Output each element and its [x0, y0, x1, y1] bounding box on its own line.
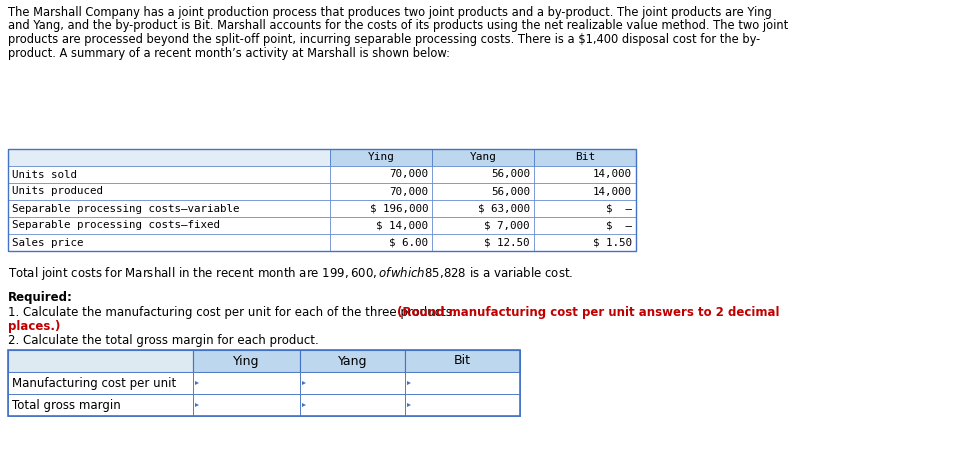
Text: $ 6.00: $ 6.00 — [389, 238, 428, 247]
Bar — [534, 166, 636, 183]
Bar — [8, 372, 193, 394]
Text: Units sold: Units sold — [12, 170, 77, 180]
Bar — [534, 217, 636, 234]
Bar — [8, 217, 330, 234]
Polygon shape — [195, 381, 199, 385]
Bar — [330, 217, 432, 234]
Text: $ 196,000: $ 196,000 — [370, 203, 428, 214]
Text: Yang: Yang — [338, 355, 368, 367]
Bar — [432, 234, 534, 251]
Text: Manufacturing cost per unit: Manufacturing cost per unit — [12, 377, 177, 389]
Text: $  –: $ – — [606, 203, 632, 214]
Text: 14,000: 14,000 — [593, 170, 632, 180]
Bar — [300, 372, 405, 394]
Text: 70,000: 70,000 — [389, 170, 428, 180]
Text: Total gross margin: Total gross margin — [12, 399, 121, 411]
Bar — [330, 234, 432, 251]
Text: Required:: Required: — [8, 291, 73, 304]
Text: 70,000: 70,000 — [389, 186, 428, 197]
Bar — [8, 394, 193, 416]
Text: Ying: Ying — [233, 355, 260, 367]
Bar — [8, 149, 636, 251]
Bar — [432, 183, 534, 200]
Bar — [405, 372, 520, 394]
Polygon shape — [407, 403, 411, 407]
Polygon shape — [195, 403, 199, 407]
Text: $ 7,000: $ 7,000 — [485, 220, 530, 230]
Bar — [432, 149, 534, 166]
Text: product. A summary of a recent month’s activity at Marshall is shown below:: product. A summary of a recent month’s a… — [8, 47, 450, 60]
Text: $ 12.50: $ 12.50 — [485, 238, 530, 247]
Bar — [534, 183, 636, 200]
Bar — [8, 166, 330, 183]
Text: 56,000: 56,000 — [491, 170, 530, 180]
Bar — [193, 350, 300, 372]
Bar — [330, 166, 432, 183]
Polygon shape — [302, 403, 306, 407]
Bar — [330, 149, 432, 166]
Bar — [534, 149, 636, 166]
Bar — [432, 166, 534, 183]
Text: 1. Calculate the manufacturing cost per unit for each of the three products.: 1. Calculate the manufacturing cost per … — [8, 306, 460, 319]
Text: 2. Calculate the total gross margin for each product.: 2. Calculate the total gross margin for … — [8, 334, 319, 347]
Bar — [432, 200, 534, 217]
Text: Total joint costs for Marshall in the recent month are $199,600, of which $85,82: Total joint costs for Marshall in the re… — [8, 265, 573, 282]
Text: Separable processing costs–variable: Separable processing costs–variable — [12, 203, 239, 214]
Bar — [534, 234, 636, 251]
Bar — [405, 394, 520, 416]
Bar — [8, 149, 330, 166]
Bar — [193, 372, 300, 394]
Text: 56,000: 56,000 — [491, 186, 530, 197]
Text: Sales price: Sales price — [12, 238, 84, 247]
Bar — [432, 217, 534, 234]
Text: Yang: Yang — [469, 153, 496, 163]
Text: products are processed beyond the split-off point, incurring separable processin: products are processed beyond the split-… — [8, 33, 760, 46]
Bar — [300, 350, 405, 372]
Bar — [8, 350, 520, 416]
Bar — [8, 234, 330, 251]
Bar — [330, 183, 432, 200]
Text: and Yang, and the by-product is Bit. Marshall accounts for the costs of its prod: and Yang, and the by-product is Bit. Mar… — [8, 19, 788, 32]
Text: places.): places.) — [8, 320, 60, 333]
Bar — [8, 350, 193, 372]
Bar — [8, 183, 330, 200]
Text: Ying: Ying — [368, 153, 395, 163]
Polygon shape — [407, 381, 411, 385]
Text: $ 14,000: $ 14,000 — [376, 220, 428, 230]
Text: Units produced: Units produced — [12, 186, 103, 197]
Bar — [300, 394, 405, 416]
Text: Bit: Bit — [454, 355, 471, 367]
Text: (Round manufacturing cost per unit answers to 2 decimal: (Round manufacturing cost per unit answe… — [396, 306, 780, 319]
Text: $ 1.50: $ 1.50 — [593, 238, 632, 247]
Bar — [8, 200, 330, 217]
Text: $ 63,000: $ 63,000 — [478, 203, 530, 214]
Bar — [330, 200, 432, 217]
Polygon shape — [302, 381, 306, 385]
Bar — [534, 200, 636, 217]
Text: Bit: Bit — [575, 153, 595, 163]
Text: The Marshall Company has a joint production process that produces two joint prod: The Marshall Company has a joint product… — [8, 6, 772, 19]
Text: $  –: $ – — [606, 220, 632, 230]
Bar — [405, 350, 520, 372]
Bar — [193, 394, 300, 416]
Text: 14,000: 14,000 — [593, 186, 632, 197]
Text: Separable processing costs–fixed: Separable processing costs–fixed — [12, 220, 220, 230]
